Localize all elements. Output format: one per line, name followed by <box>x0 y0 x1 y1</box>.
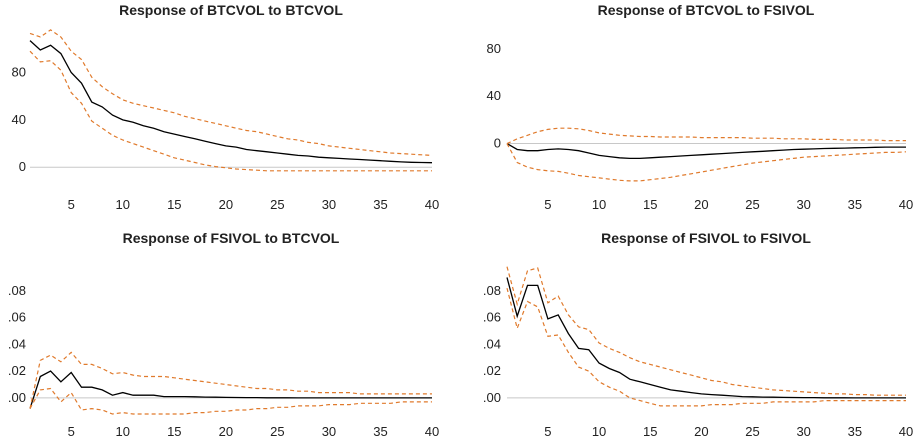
response-line <box>29 40 433 164</box>
y-tick-label: 0 <box>494 136 501 151</box>
upper-band-line <box>506 266 906 396</box>
y-tick-label: .00 <box>483 390 501 405</box>
y-tick-label: 40 <box>487 88 501 103</box>
x-tick-label: 10 <box>116 197 130 212</box>
panel-btcvol-to-btcvol: Response of BTCVOL to BTCVOL 0 40 80 5 10 15 20… <box>12 2 440 212</box>
x-tick-label: 30 <box>322 197 336 212</box>
x-tick-label: 10 <box>116 424 130 439</box>
y-tick-label: 40 <box>12 112 26 127</box>
panel-btcvol-to-fsivol: Response of BTCVOL to FSIVOL 0 40 80 5 10 15 20… <box>487 2 914 212</box>
x-tick-label: 25 <box>745 197 759 212</box>
x-tick-label: 20 <box>694 424 708 439</box>
x-tick-label: 20 <box>219 197 233 212</box>
x-tick-label: 15 <box>167 424 181 439</box>
x-tick-label: 5 <box>544 197 551 212</box>
upper-band-line <box>506 127 906 145</box>
x-tick-label: 15 <box>643 424 657 439</box>
y-tick-label: .08 <box>483 283 501 298</box>
x-tick-label: 35 <box>848 197 862 212</box>
x-tick-label: 30 <box>796 424 810 439</box>
chart-title: Response of FSIVOL to FSIVOL <box>601 230 811 246</box>
x-tick-label: 35 <box>373 197 387 212</box>
y-tick-label: .04 <box>8 336 26 351</box>
x-tick-label: 25 <box>270 197 284 212</box>
x-tick-label: 25 <box>270 424 284 439</box>
x-tick-label: 30 <box>796 197 810 212</box>
x-tick-label: 20 <box>694 197 708 212</box>
x-tick-label: 15 <box>643 197 657 212</box>
lower-band-line <box>29 50 432 172</box>
y-tick-label: 80 <box>487 41 501 56</box>
x-tick-label: 15 <box>167 197 181 212</box>
x-tick-label: 35 <box>373 424 387 439</box>
response-line <box>506 143 906 160</box>
y-tick-label: .06 <box>483 310 501 325</box>
upper-band-line <box>29 29 433 156</box>
y-tick-label: .04 <box>483 336 501 351</box>
panel-fsivol-to-fsivol: Response of FSIVOL to FSIVOL .00 .02 .04 .06… <box>483 230 913 439</box>
lower-band-line <box>506 143 907 182</box>
x-tick-label: 10 <box>592 197 606 212</box>
chart-title: Response of FSIVOL to BTCVOL <box>123 230 340 246</box>
y-tick-label: .02 <box>8 363 26 378</box>
y-tick-label: 0 <box>19 159 26 174</box>
y-tick-label: .06 <box>8 310 26 325</box>
x-tick-label: 40 <box>425 197 439 212</box>
x-tick-label: 25 <box>745 424 759 439</box>
response-line <box>29 370 432 409</box>
x-tick-label: 10 <box>592 424 606 439</box>
y-tick-label: .02 <box>483 363 501 378</box>
x-tick-label: 5 <box>544 424 551 439</box>
panel-fsivol-to-btcvol: Response of FSIVOL to BTCVOL .00 .02 .04 .06… <box>8 230 439 439</box>
x-tick-label: 40 <box>899 424 913 439</box>
y-tick-label: .00 <box>8 390 26 405</box>
x-tick-label: 40 <box>899 197 913 212</box>
x-tick-label: 5 <box>68 424 75 439</box>
x-tick-label: 30 <box>322 424 336 439</box>
lower-band-line <box>506 287 906 407</box>
y-tick-label: .08 <box>8 283 26 298</box>
lower-band-line <box>29 387 432 415</box>
x-tick-label: 20 <box>219 424 233 439</box>
chart-title: Response of BTCVOL to BTCVOL <box>119 2 343 18</box>
chart-title: Response of BTCVOL to FSIVOL <box>598 2 815 18</box>
response-line <box>506 277 906 399</box>
y-tick-label: 80 <box>12 65 26 80</box>
x-tick-label: 5 <box>68 197 75 212</box>
upper-band-line <box>29 351 432 409</box>
x-tick-label: 40 <box>425 424 439 439</box>
x-tick-label: 35 <box>848 424 862 439</box>
